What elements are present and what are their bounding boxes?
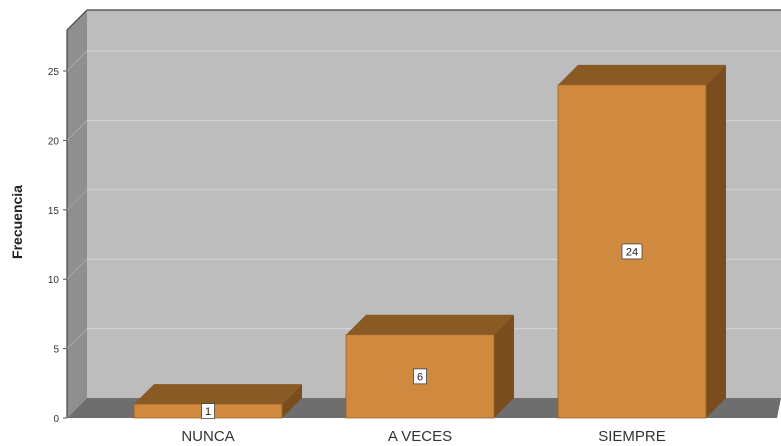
- y-tick-label: 25: [48, 67, 60, 78]
- bar-top: [558, 64, 726, 85]
- data-label: 6: [417, 371, 423, 383]
- bar-side: [282, 384, 302, 418]
- y-tick-label: 10: [48, 275, 60, 286]
- gridline-side: [66, 258, 88, 280]
- y-tick-label: 20: [48, 136, 60, 147]
- gridline-side: [66, 328, 88, 349]
- y-tick-label: 5: [53, 345, 59, 356]
- y-tick-label: 0: [53, 414, 59, 425]
- bar-siempre: 24: [557, 64, 726, 419]
- bar-top: [346, 314, 514, 335]
- y-axis-label: Frecuencia: [9, 185, 25, 259]
- gridline-side: [66, 189, 88, 211]
- y-tick-label: 15: [48, 206, 60, 217]
- gridline-side: [66, 120, 88, 141]
- x-axis-labels: NUNCA A VECES SIEMPRE: [181, 428, 665, 445]
- bar-side: [706, 64, 726, 418]
- y-axis-ticks: 0 5 10 15 20 25: [48, 67, 67, 425]
- x-tick-label: NUNCA: [181, 428, 234, 445]
- data-label-box: [621, 243, 643, 260]
- data-label-box: [201, 403, 215, 419]
- bar-nunca: 1: [133, 384, 302, 419]
- bar-side: [494, 314, 514, 418]
- data-label: 24: [626, 246, 638, 258]
- data-label: 1: [205, 406, 211, 418]
- bar-top: [134, 384, 302, 405]
- x-tick-label: SIEMPRE: [598, 428, 666, 445]
- gridline-side: [66, 50, 88, 72]
- x-tick-label: A VECES: [388, 428, 452, 445]
- plot-corner-edge: [66, 9, 88, 31]
- bar-a-veces: 6: [345, 314, 514, 419]
- plot-left-wall: [67, 10, 87, 418]
- data-label-box: [413, 368, 427, 385]
